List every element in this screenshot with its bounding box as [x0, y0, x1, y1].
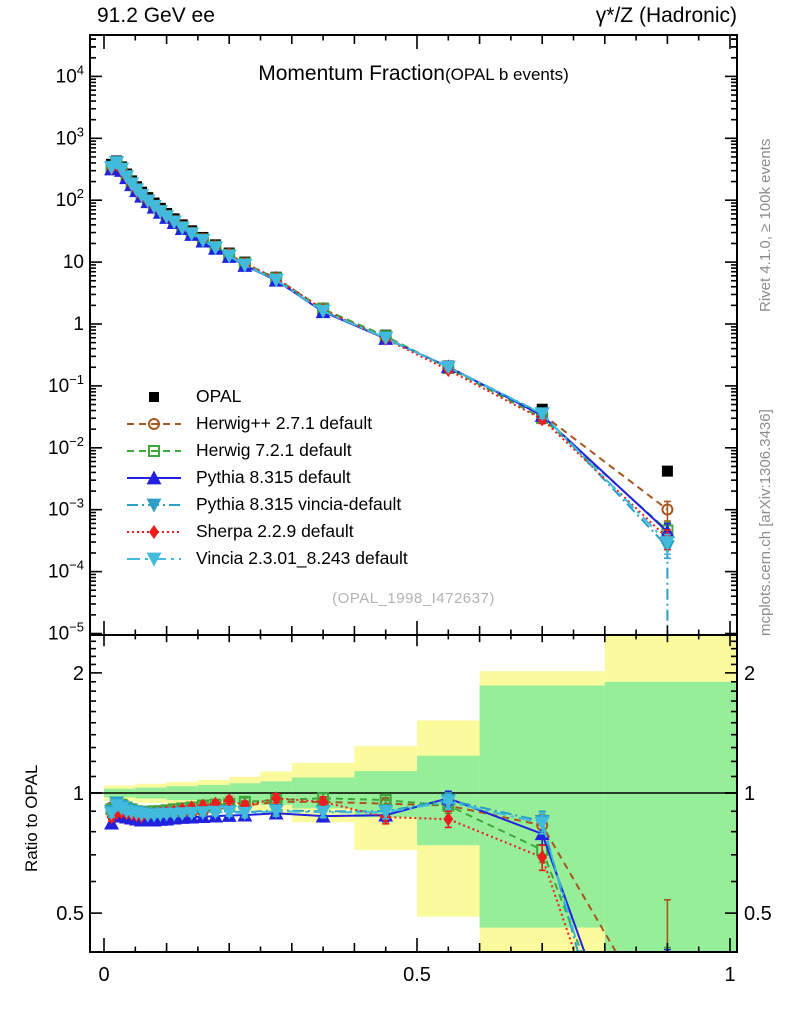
main-y-tick-label: 10−2 [48, 434, 84, 459]
ratio-y-tick-label-left: 2 [73, 663, 84, 685]
legend-item-vincia: Vincia 2.3.01_8.243 default [126, 545, 408, 572]
main-y-tick-label: 10−3 [48, 496, 84, 521]
legend-item-label: Vincia 2.3.01_8.243 default [196, 548, 408, 568]
legend-marker-sherpa [127, 524, 181, 539]
legend: OPAL Herwig++ 2.7.1 default Herwig 7.2.1 d… [126, 383, 408, 572]
legend-item-opal: OPAL [126, 383, 408, 410]
main-y-tick-label: 102 [56, 186, 84, 211]
x-tick-label: 0 [98, 964, 109, 986]
ratio-y-tick-label-right: 2 [744, 663, 755, 685]
legend-item-pythia: Pythia 8.315 default [126, 464, 408, 491]
main-y-tick-label: 10 [63, 252, 84, 273]
main-y-tick-label: 103 [56, 124, 84, 149]
main-y-tick-label: 10−5 [48, 620, 84, 645]
legend-marker-opal [149, 391, 159, 402]
legend-item-label: Pythia 8.315 default [196, 467, 351, 487]
legend-item-label: Herwig 7.2.1 default [196, 440, 352, 460]
legend-item-sherpa: Sherpa 2.2.9 default [126, 518, 408, 545]
main-y-tick-label: 1 [73, 314, 84, 335]
legend-item-label: Pythia 8.315 vincia-default [196, 494, 402, 514]
band-green [479, 685, 605, 928]
ratio-axis-title: Ratio to OPAL [22, 764, 41, 872]
ratio-y-tick-label-right: 1 [744, 783, 755, 805]
band-green [604, 681, 737, 952]
ratio-y-tick-label-left: 0.5 [56, 903, 84, 925]
ratio-y-tick-label-right: 0.5 [744, 903, 772, 925]
plot-title-main: Momentum Fraction [258, 62, 445, 85]
main-y-tick-label: 10−4 [48, 558, 84, 583]
side-note-rivet: Rivet 4.1.0, ≥ 100k events [757, 138, 774, 312]
analysis-watermark: (OPAL_1998_I472637) [332, 590, 495, 607]
legend-marker-pythia_vincia [127, 498, 181, 512]
legend-marker-pythia [127, 470, 181, 484]
main-y-tick-label: 104 [56, 62, 84, 87]
side-note-mcplots: mcplots.cern.ch [arXiv:1306.3436] [757, 409, 774, 636]
legend-item-label: Sherpa 2.2.9 default [196, 521, 354, 541]
ratio-series-vincia [104, 793, 581, 952]
x-tick-label: 1 [724, 964, 735, 986]
legend-item-pythia_vincia: Pythia 8.315 vincia-default [126, 491, 408, 518]
legend-marker-herwigpp [127, 417, 181, 430]
ratio-y-tick-label-left: 1 [73, 783, 84, 805]
legend-item-label: Herwig++ 2.7.1 default [196, 413, 373, 433]
legend-item-herwig7: Herwig 7.2.1 default [126, 437, 408, 464]
axis-ticks [90, 35, 737, 952]
legend-item-herwigpp: Herwig++ 2.7.1 default [126, 410, 408, 437]
x-tick-label: 0.5 [403, 964, 431, 986]
main-series-vincia [104, 156, 675, 555]
legend-item-label: OPAL [196, 386, 242, 406]
main-y-tick-label: 10−1 [48, 372, 84, 397]
header-beam-energy: 91.2 GeV ee [97, 4, 215, 27]
legend-marker-vincia [127, 552, 181, 566]
legend-marker-herwig7 [127, 444, 181, 457]
header-process: γ*/Z (Hadronic) [595, 4, 737, 27]
plot-title-sub: (OPAL b events) [444, 65, 569, 84]
plot-title: Momentum Fraction(OPAL b events) [90, 62, 737, 86]
